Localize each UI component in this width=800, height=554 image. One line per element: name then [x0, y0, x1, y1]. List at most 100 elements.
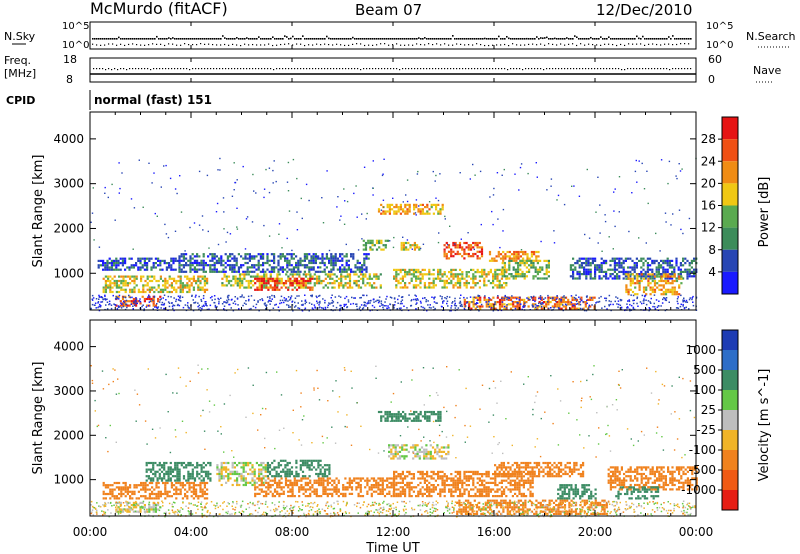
echo-cell: [432, 279, 435, 282]
echo-cell: [302, 282, 305, 285]
echo-cell: [553, 296, 557, 299]
noise-sky-point: [416, 38, 418, 40]
echo-cell: [312, 266, 315, 269]
echo-cell: [584, 303, 587, 306]
noise-sky-point: [286, 36, 288, 38]
echo-cell: [272, 182, 274, 184]
nave-point: [99, 68, 101, 70]
echo-cell: [345, 259, 348, 262]
echo-cell: [400, 244, 403, 247]
echo-cell: [361, 213, 363, 215]
echo-cell: [124, 484, 127, 487]
date-title: 12/Dec/2010: [596, 1, 692, 19]
echo-cell: [172, 259, 175, 262]
echo-cell: [115, 508, 118, 511]
noise-sky-point: [386, 38, 388, 40]
echo-cell: [322, 279, 325, 283]
noise-search-point: [632, 43, 634, 45]
echo-cell: [377, 277, 380, 280]
echo-cell: [310, 268, 313, 271]
echo-cell: [386, 239, 390, 242]
echo-cell: [110, 262, 113, 265]
echo-cell: [182, 475, 186, 478]
noise-search-point: [404, 44, 406, 46]
echo-cell: [189, 464, 192, 467]
echo-cell: [147, 477, 150, 480]
echo-cell: [120, 486, 123, 489]
echo-cell: [395, 210, 398, 213]
echo-cell: [104, 295, 106, 298]
echo-cell: [624, 270, 627, 273]
echo-cell: [660, 279, 663, 283]
echo-cell: [221, 303, 224, 305]
noise-sky-point: [508, 37, 510, 40]
echo-cell: [341, 270, 344, 273]
echo-cell: [320, 282, 323, 285]
echo-cell: [428, 306, 431, 309]
nave-point: [279, 68, 281, 70]
echo-cell: [659, 250, 661, 252]
echo-cell: [498, 273, 501, 276]
echo-cell: [193, 261, 196, 265]
echo-cell: [233, 189, 235, 191]
echo-cell: [129, 288, 132, 291]
echo-cell: [277, 264, 280, 267]
echo-cell: [153, 290, 156, 294]
echo-cell: [386, 206, 389, 209]
echo-cell: [215, 268, 218, 271]
echo-cell: [591, 259, 594, 262]
echo-cell: [542, 301, 546, 304]
noise-sky-point: [466, 38, 468, 40]
echo-cell: [233, 257, 236, 260]
echo-cell: [533, 253, 536, 256]
echo-cell: [159, 492, 162, 496]
echo-cell: [488, 301, 490, 303]
echo-cell: [441, 286, 444, 289]
echo-cell: [156, 477, 159, 480]
nave-point: [237, 68, 239, 70]
echo-cell: [644, 277, 647, 280]
echo-cell: [145, 306, 148, 308]
echo-cell: [246, 270, 249, 273]
echo-cell: [152, 508, 155, 511]
noise-sky-point: [212, 38, 214, 40]
echo-cell: [120, 492, 123, 496]
echo-cell: [247, 284, 250, 287]
echo-cell: [506, 298, 508, 301]
echo-cell: [264, 261, 267, 265]
echo-cell: [613, 262, 616, 265]
echo-cell: [252, 284, 255, 287]
echo-cell: [371, 304, 374, 307]
echo-cell: [498, 279, 501, 282]
echo-cell: [476, 241, 479, 245]
echo-cell: [483, 271, 486, 274]
echo-cell: [211, 257, 214, 260]
echo-cell: [332, 257, 335, 260]
echo-cell: [343, 268, 346, 271]
echo-cell: [230, 299, 233, 301]
echo-cell: [265, 305, 267, 308]
echo-cell: [489, 298, 491, 300]
echo-cell: [306, 264, 309, 267]
echo-cell: [262, 257, 265, 260]
echo-cell: [302, 284, 305, 287]
echo-cell: [458, 246, 462, 249]
echo-cell: [139, 266, 142, 269]
noise-search-point: [536, 44, 538, 46]
echo-cell: [490, 307, 493, 309]
echo-cell: [222, 268, 225, 271]
echo-cell: [364, 275, 367, 278]
echo-cell: [220, 466, 223, 469]
echo-cell: [185, 253, 188, 256]
echo-cell: [233, 472, 236, 476]
noise-sky-point: [232, 38, 234, 40]
echo-cell: [508, 273, 511, 276]
echo-cell: [222, 197, 225, 199]
echo-cell: [600, 295, 602, 298]
echo-cell: [140, 277, 143, 280]
echo-cell: [271, 492, 274, 495]
echo-cell: [177, 488, 180, 491]
beam-title: Beam 07: [355, 1, 422, 19]
echo-cell: [642, 277, 646, 280]
echo-cell: [173, 492, 176, 496]
